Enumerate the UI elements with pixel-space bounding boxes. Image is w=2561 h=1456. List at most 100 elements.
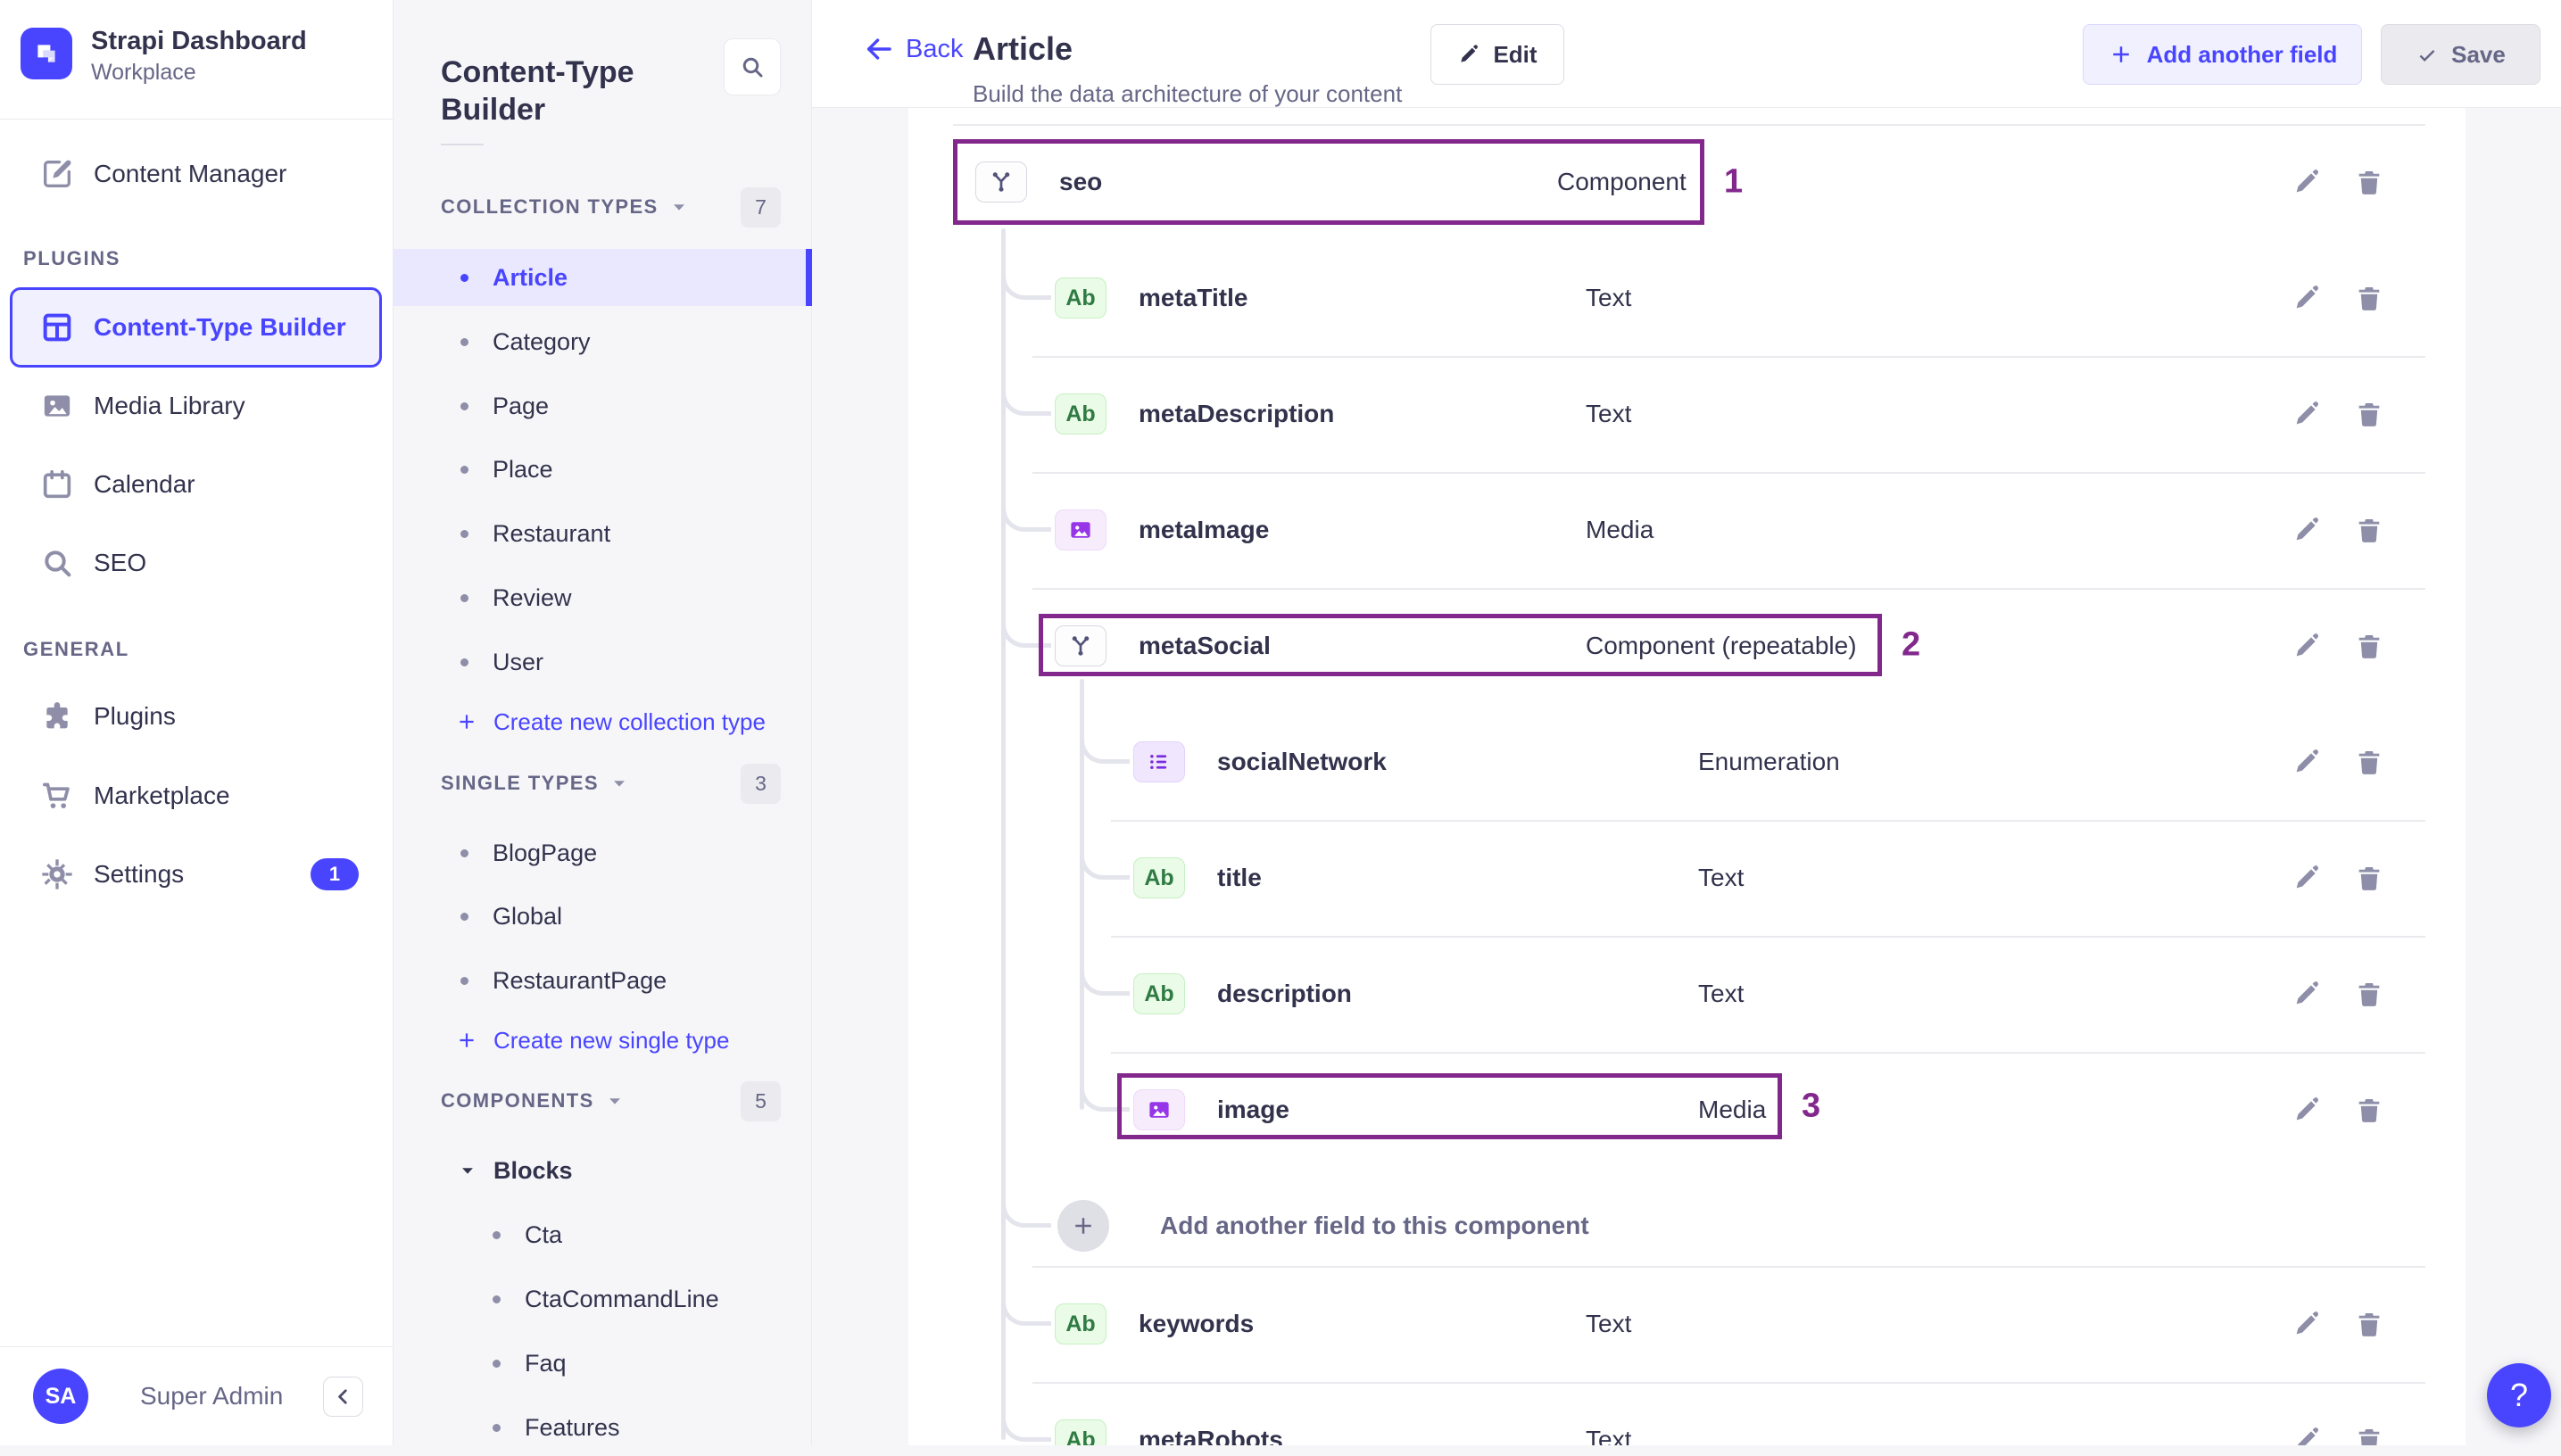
field-type: Text [1586,400,1632,427]
delete-field-button[interactable] [2354,1095,2384,1125]
edit-field-button[interactable] [2292,283,2322,313]
type-item-restaurant[interactable]: Restaurant [394,505,812,562]
add-field-to-component-label: Add another field to this component [1160,1212,1589,1239]
field-name: socialNetwork [1217,748,1387,775]
type-item-blogpage[interactable]: BlogPage [394,824,812,881]
delete-field-button[interactable] [2354,1425,2384,1445]
type-item-global[interactable]: Global [394,888,812,945]
delete-field-button[interactable] [2354,399,2384,429]
edit-field-button[interactable] [2292,863,2322,893]
create-link-create-new-collection-type[interactable]: Create new collection type [394,695,812,749]
delete-field-button[interactable] [2354,283,2384,313]
section-count-badge: 5 [741,1080,781,1121]
field-name: title [1217,864,1262,891]
component-item-ctacommandline[interactable]: CtaCommandLine [394,1270,812,1328]
search-button[interactable] [724,38,781,95]
bullet-icon [460,529,468,538]
type-item-category[interactable]: Category [394,313,812,370]
row-divider [1111,936,2425,938]
type-item-article[interactable]: Article [394,249,812,306]
delete-field-button[interactable] [2354,979,2384,1009]
field-type: Text [1586,1426,1632,1445]
edit-field-button[interactable] [2292,1095,2322,1125]
edit-field-button[interactable] [2292,515,2322,545]
delete-field-button[interactable] [2354,747,2384,777]
plus-icon [2108,41,2134,68]
page-title: Article [973,30,1073,68]
component-group-blocks[interactable]: Blocks [394,1142,812,1199]
caret-down-icon [669,197,689,217]
sidebar-item-calendar[interactable]: Calendar [10,457,382,512]
delete-field-button[interactable] [2354,515,2384,545]
edit-field-button[interactable] [2292,399,2322,429]
help-button[interactable]: ? [2487,1363,2551,1427]
type-item-review[interactable]: Review [394,569,812,626]
sidebar-item-marketplace[interactable]: Marketplace [10,768,382,823]
text-field-icon: Ab [1133,857,1185,898]
tree-line [1001,228,1006,1440]
type-item-place[interactable]: Place [394,441,812,498]
sidebar-item-settings[interactable]: Settings 1 [10,847,382,902]
edit-field-button[interactable] [2292,167,2322,197]
type-item-user[interactable]: User [394,633,812,691]
edit-field-button[interactable] [2292,979,2322,1009]
annotation-number-1: 1 [1724,162,1744,201]
back-label: Back [906,34,964,63]
field-name: image [1217,1096,1289,1123]
sidebar-item-seo[interactable]: SEO [10,535,382,591]
field-row-description: Ab description Text [908,936,2466,1052]
back-link[interactable]: Back [852,34,963,64]
delete-field-button[interactable] [2354,167,2384,197]
feather-icon [39,156,75,192]
bullet-icon [493,1359,501,1368]
edit-button[interactable]: Edit [1430,24,1564,85]
section-header-collection-types[interactable]: COLLECTION TYPES 7 [441,186,781,228]
edit-field-button[interactable] [2292,1309,2322,1339]
plus-icon [455,1029,478,1052]
enumeration-field-icon [1133,741,1185,782]
edit-field-button[interactable] [2292,747,2322,777]
section-count-badge: 7 [741,186,781,228]
save-label: Save [2451,40,2506,68]
edit-label: Edit [1493,40,1537,68]
user-name: Super Admin [140,1382,284,1410]
sidebar-item-content-type-builder[interactable]: Content-Type Builder [10,287,382,368]
row-divider [953,124,2425,126]
type-item-restaurantpage[interactable]: RestaurantPage [394,952,812,1009]
save-button[interactable]: Save [2381,24,2540,85]
annotation-number-2: 2 [1902,625,1921,664]
field-type: Component [1557,168,1687,195]
sidebar-item-media-library[interactable]: Media Library [10,378,382,434]
section-header-single-types[interactable]: SINGLE TYPES 3 [441,763,781,804]
create-link-create-new-single-type[interactable]: Create new single type [394,1013,812,1067]
strapi-logo-icon [21,28,72,79]
title-divider [441,144,484,145]
row-divider [1032,1382,2425,1384]
row-divider [1111,1052,2425,1054]
component-field-icon [975,161,1027,203]
component-item-faq[interactable]: Faq [394,1335,812,1392]
component-item-features[interactable]: Features [394,1399,812,1456]
field-type: Text [1586,1310,1632,1337]
row-divider [1032,1266,2425,1268]
search-icon [39,545,75,581]
type-item-page[interactable]: Page [394,377,812,434]
tree-elbow [1001,376,1051,416]
row-divider [1111,820,2425,822]
edit-field-button[interactable] [2292,631,2322,661]
section-header-components[interactable]: COMPONENTS 5 [441,1080,781,1121]
add-field-to-component-row[interactable]: Add another field to this component [908,1177,2466,1275]
sidebar-item-plugins[interactable]: Plugins [10,689,382,744]
collapse-sidebar-button[interactable] [323,1377,363,1417]
workspace-brand[interactable]: Strapi Dashboard Workplace [0,0,393,120]
delete-field-button[interactable] [2354,631,2384,661]
delete-field-button[interactable] [2354,863,2384,893]
delete-field-button[interactable] [2354,1309,2384,1339]
edit-field-button[interactable] [2292,1425,2322,1445]
component-field-icon [1055,625,1106,666]
add-another-field-button[interactable]: Add another field [2083,24,2362,85]
row-divider [1032,356,2425,358]
tree-elbow [1080,840,1130,880]
component-item-cta[interactable]: Cta [394,1206,812,1263]
sidebar-item-content-manager[interactable]: Content Manager [10,146,382,202]
